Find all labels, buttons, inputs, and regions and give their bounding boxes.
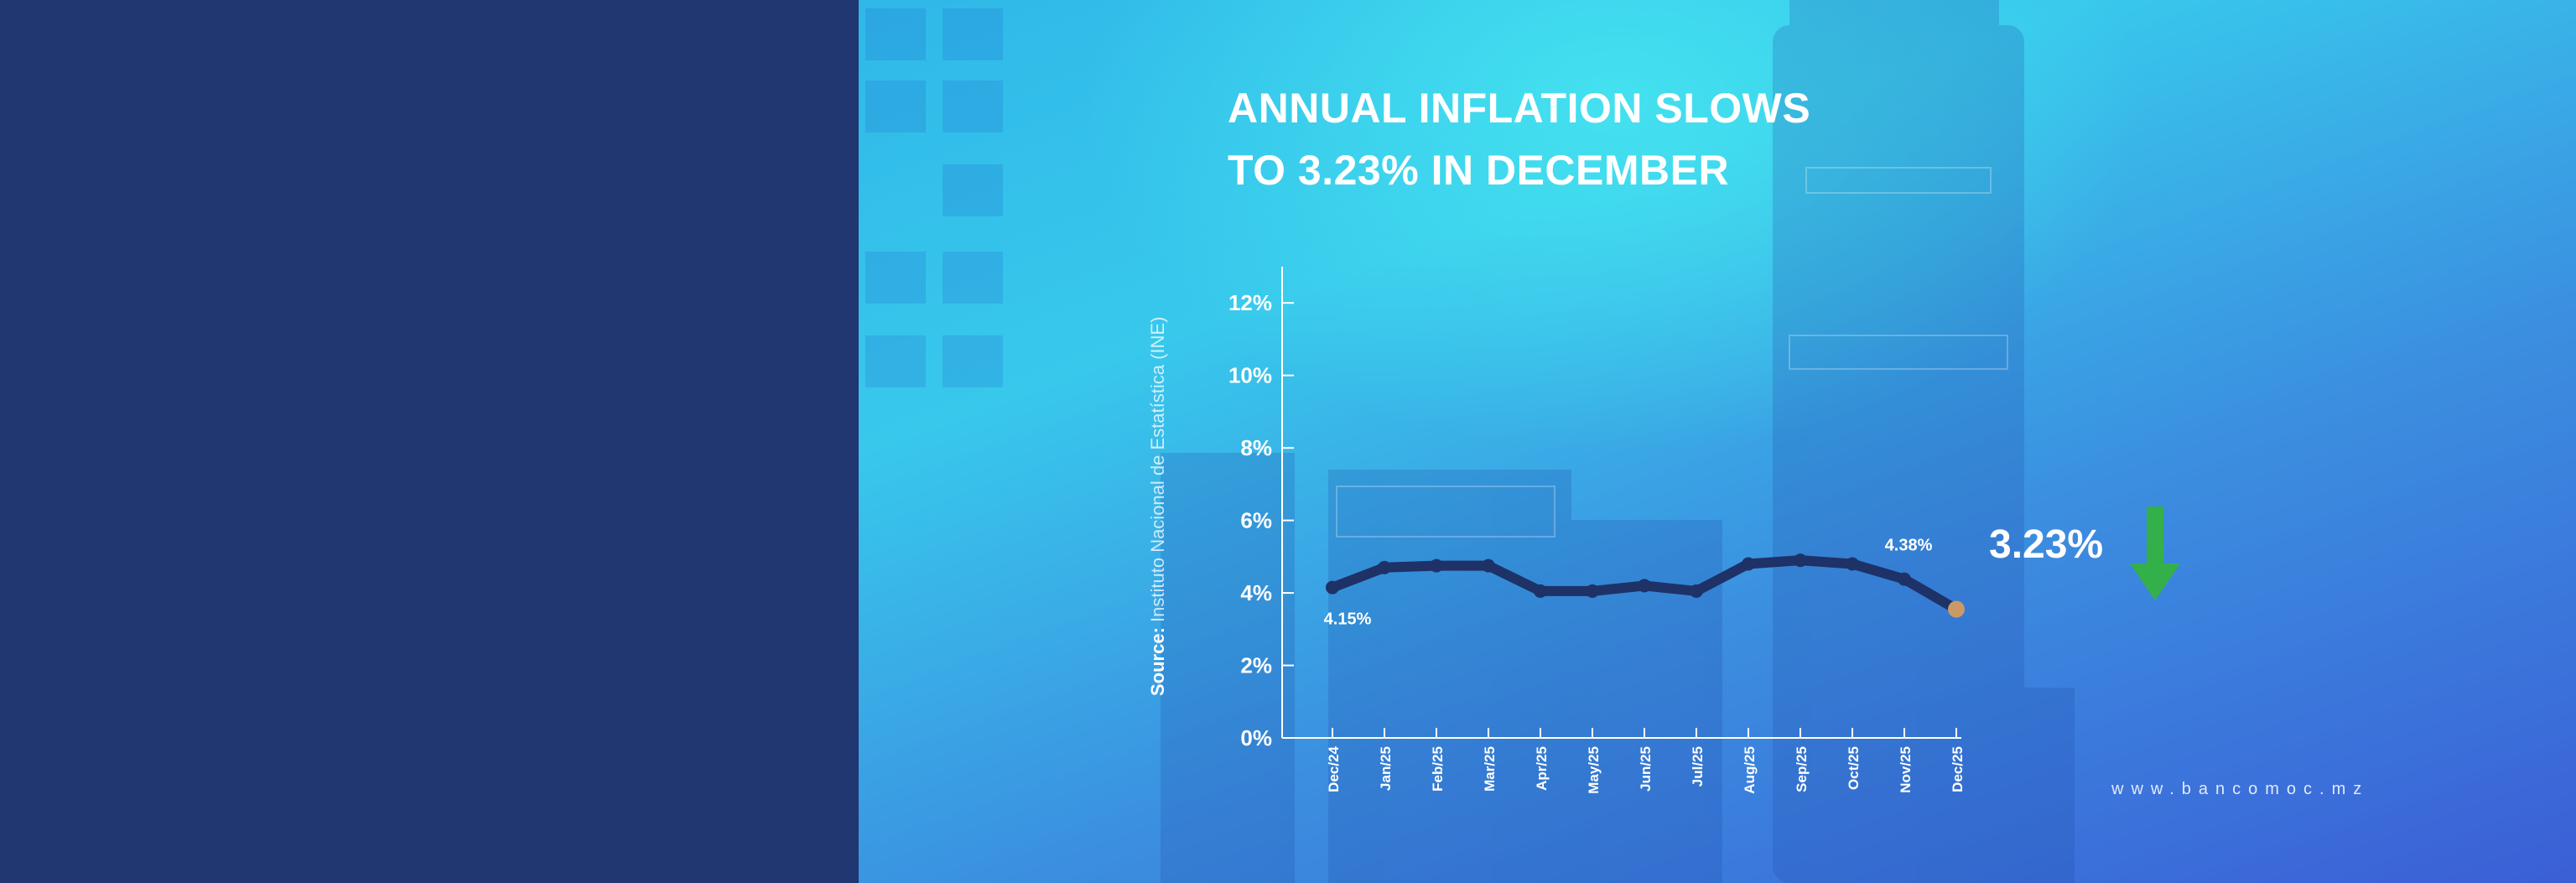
x-tick-label: Dec/25 bbox=[1950, 746, 1966, 792]
data-point-latest bbox=[1948, 600, 1965, 618]
poster: ANNUAL INFLATION SLOWS TO 3.23% IN DECEM… bbox=[859, 0, 2576, 883]
bg-tile bbox=[943, 164, 1003, 216]
bg-tile bbox=[865, 81, 926, 132]
x-tick-label: Jan/25 bbox=[1378, 746, 1394, 791]
data-point bbox=[1430, 558, 1443, 573]
left-panel bbox=[0, 0, 859, 883]
y-tick-label: 2% bbox=[1240, 653, 1272, 678]
data-point bbox=[1742, 557, 1755, 571]
arrow-shaft bbox=[2147, 506, 2163, 565]
bg-tile bbox=[943, 335, 1003, 387]
bg-tile bbox=[865, 252, 926, 304]
bg-tile bbox=[943, 8, 1003, 60]
x-tick-label: Jul/25 bbox=[1690, 746, 1706, 787]
bg-tile bbox=[943, 252, 1003, 304]
data-point bbox=[1482, 558, 1495, 573]
y-tick-label: 4% bbox=[1240, 580, 1272, 605]
x-tick-label: Oct/25 bbox=[1846, 746, 1862, 790]
x-tick-label: Dec/24 bbox=[1326, 745, 1342, 792]
title-line-2: TO 3.23% IN DECEMBER bbox=[1228, 147, 1730, 194]
website-url: www.bancomoc.mz bbox=[2111, 780, 2370, 798]
x-tick-label: Nov/25 bbox=[1898, 746, 1914, 793]
data-point bbox=[1326, 580, 1339, 595]
data-point bbox=[1378, 560, 1391, 574]
x-tick-label: Aug/25 bbox=[1742, 746, 1758, 794]
data-point bbox=[1898, 572, 1911, 586]
y-tick-label: 10% bbox=[1228, 363, 1272, 388]
y-tick-label: 8% bbox=[1240, 435, 1272, 460]
data-point bbox=[1586, 584, 1599, 598]
data-point bbox=[1846, 557, 1859, 571]
data-label: 4.38% bbox=[1885, 537, 1933, 555]
bg-tile bbox=[943, 81, 1003, 132]
bg-tile bbox=[865, 335, 926, 387]
arrow-head bbox=[2130, 564, 2180, 600]
y-tick-label: 0% bbox=[1240, 725, 1272, 751]
data-point bbox=[1534, 584, 1547, 598]
x-tick-label: Sep/25 bbox=[1794, 746, 1810, 792]
y-tick-label: 12% bbox=[1228, 290, 1272, 315]
x-tick-label: Feb/25 bbox=[1430, 746, 1446, 792]
y-tick-label: 6% bbox=[1240, 508, 1272, 533]
title-line-1: ANNUAL INFLATION SLOWS bbox=[1228, 85, 1811, 132]
data-label: 4.15% bbox=[1324, 610, 1372, 629]
data-point bbox=[1794, 553, 1807, 568]
inflation-line-chart: 0% 2% 4% 6% 8% 10% 12% Dec/24 Jan/25 Feb/25 Mar/25… bbox=[1228, 267, 1966, 794]
data-point bbox=[1638, 579, 1651, 593]
x-tick-label: Jun/25 bbox=[1638, 746, 1654, 792]
current-inflation-value: 3.23% bbox=[1989, 522, 2104, 567]
x-tick-label: Mar/25 bbox=[1482, 746, 1498, 792]
bg-tile bbox=[865, 8, 926, 60]
data-point bbox=[1690, 584, 1703, 598]
x-tick-label: Apr/25 bbox=[1534, 746, 1550, 791]
arrow-down-icon bbox=[2130, 506, 2180, 600]
x-tick-label: May/25 bbox=[1586, 746, 1602, 794]
